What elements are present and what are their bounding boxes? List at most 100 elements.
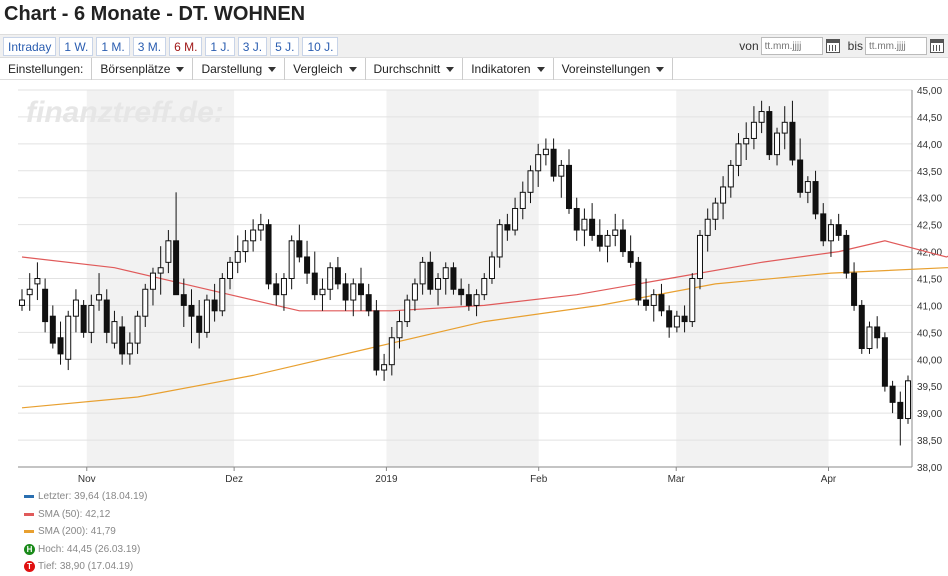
candle-body [681,315,688,323]
candle-body [881,337,888,387]
tab-period[interactable]: 6 M. [169,37,203,56]
candle-body [381,364,388,371]
tab-period[interactable]: 1 W. [59,37,94,56]
menu-dropdown[interactable]: Vergleich [285,57,366,80]
sma200-line [21,267,948,409]
legend-high-text: Hoch: 44,45 (26.03.19) [38,543,141,555]
candle-body [388,337,395,366]
candle-body [265,224,272,285]
candle-body [227,261,234,279]
candle-body [373,310,380,371]
candle-body [666,310,673,328]
candle-body [419,261,426,285]
candle-body [627,251,634,263]
legend-high: H Hoch: 44,45 (26.03.19) [24,541,148,559]
candle-body [858,304,865,350]
y-tick-label: 41,50 [917,275,942,286]
candle-body [196,315,203,333]
candle-body [288,240,295,280]
candle-body [304,256,311,274]
x-tick-label: Apr [821,474,837,485]
tab-period[interactable]: 10 J. [302,37,339,56]
to-label: bis [847,39,863,53]
candle-body [905,380,911,420]
candle-body [635,261,642,301]
menu-list: Börsenplätze Darstellung Vergleich Durchsch… [92,57,674,80]
candle-body [319,288,326,296]
low-badge-icon: T [24,561,35,573]
candle-body [173,240,180,296]
menu-dropdown[interactable]: Voreinstellungen [554,57,674,80]
candle-body [19,299,25,306]
x-tick-label: Feb [530,474,548,485]
page-title: Chart - 6 Monate - DT. WOHNEN [4,3,306,25]
candle-body [496,224,503,258]
candle-body [573,207,580,231]
calendar-icon[interactable] [825,39,840,53]
candle-body [234,251,241,263]
candle-body [142,288,149,317]
candle-body [851,272,858,306]
watermark: finanztreff.de: [26,96,224,129]
candle-body [88,304,95,333]
menu-dropdown[interactable]: Durchschnitt [366,57,464,80]
menu-dropdown[interactable]: Indikatoren [463,57,554,80]
candle-body [435,278,442,290]
candle-body [643,299,650,306]
menu-dropdown[interactable]: Darstellung [193,57,286,80]
candle-body [835,224,842,236]
candle-body [119,326,126,355]
candle-body [820,213,827,242]
from-date-input[interactable] [760,37,823,55]
x-tick-label: Mar [668,474,686,485]
candle-body [550,148,557,177]
x-tick-label: 2019 [375,474,398,485]
legend-sma200-text: SMA (200): 41,79 [38,526,116,538]
chart-legend: Letzter: 39,64 (18.04.19) SMA (50): 42,1… [24,488,148,576]
candle-body [604,234,611,247]
candle-body [527,170,534,193]
y-tick-label: 38,50 [917,436,942,447]
tab-period[interactable]: 5 J. [270,37,300,56]
candle-body [49,315,56,344]
tab-period[interactable]: 1 J. [205,37,235,56]
candle-body [774,132,781,156]
candle-body [812,181,819,215]
candle-body [111,321,118,344]
y-tick-label: 44,00 [917,140,942,151]
candle-body [334,267,341,285]
y-tick-label: 43,50 [917,167,942,178]
y-tick-label: 40,00 [917,355,942,366]
candle-body [350,283,357,301]
calendar-icon[interactable] [930,39,944,53]
legend-sma50-text: SMA (50): 42,12 [38,508,111,520]
last-swatch [24,495,34,499]
candle-body [789,121,796,161]
candle-body [65,315,72,360]
chevron-down-icon [446,66,455,72]
candle-body [442,267,449,280]
tab-period[interactable]: 1 M. [96,37,130,56]
y-tick-label: 39,50 [917,382,942,393]
candle-body [42,288,49,323]
y-tick-label: 45,00 [917,86,942,97]
x-tick-label: Dez [225,474,243,485]
period-tabs: Intraday 1 W. 1 M. 3 M. 6 M. 1 J. 3 J. 5 J. 10 J… [3,37,341,56]
tab-period[interactable]: 3 M. [132,37,167,56]
candle-body [157,267,164,274]
candle-body [342,283,349,301]
candle-body [704,218,711,236]
date-range: von bis [739,37,944,55]
to-date-input[interactable] [865,37,927,55]
menu-label: Vergleich [293,61,343,76]
legend-sma50: SMA (50): 42,12 [24,506,148,524]
menu-dropdown[interactable]: Börsenplätze [92,57,194,80]
legend-last: Letzter: 39,64 (18.04.19) [24,488,148,506]
tab-period[interactable]: 3 J. [237,37,268,56]
candle-body [396,321,403,339]
menu-label: Voreinstellungen [561,61,651,76]
candle-body [134,315,141,344]
candle-body [897,401,904,420]
y-tick-label: 43,00 [917,194,942,205]
tab-period[interactable]: Intraday [3,37,57,56]
